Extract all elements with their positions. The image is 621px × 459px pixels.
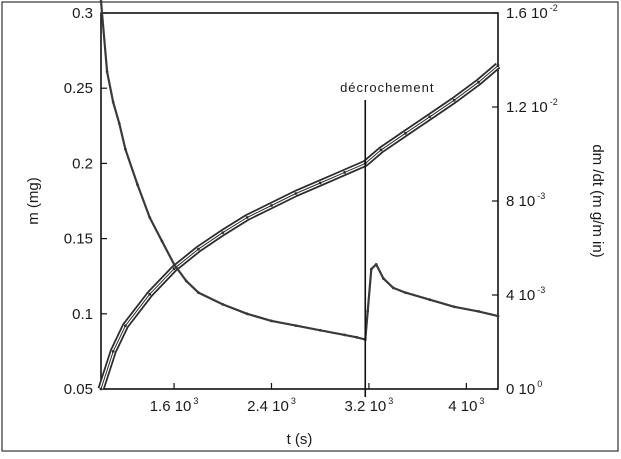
rate-point: [124, 147, 127, 151]
rate-point: [369, 267, 373, 271]
rate-point: [117, 122, 121, 125]
y2-tick-label: 4 10 -3: [506, 285, 545, 304]
rate-point: [382, 277, 385, 280]
mass-point: [111, 350, 115, 353]
rate-point: [391, 286, 395, 290]
mass-point: [477, 80, 480, 84]
decrochement-label: décrochement: [340, 80, 434, 95]
x-tick-label: 4 10 3: [448, 396, 484, 415]
rate-point: [172, 263, 176, 266]
rate-point: [366, 310, 370, 313]
mass-curve-envelope: [97, 62, 501, 391]
mass-point: [148, 292, 152, 296]
mass-point: [294, 192, 298, 195]
rate-point: [477, 310, 480, 313]
plot-area: [100, 12, 499, 390]
rate-point: [355, 335, 359, 339]
x-tick-label: 2.4 10 3: [247, 396, 296, 415]
y2-tick-label: 1.6 10 -2: [506, 3, 558, 22]
figure-border: [1, 1, 619, 452]
rate-point: [428, 298, 432, 302]
y-tick-label: 0.25: [64, 80, 93, 97]
rate-point: [270, 319, 273, 323]
mass-point: [318, 181, 322, 185]
rate-point: [496, 314, 500, 318]
mass-point: [343, 171, 346, 174]
ticks-layer: 0.05 0.1 0.15 0.2 0.25 0.3 0 10 0 4 10 -3 8 10 -3 1.…: [64, 3, 558, 415]
mass-point: [221, 231, 225, 235]
x-tick-label: 3.2 10 3: [345, 396, 394, 415]
rate-point: [343, 333, 346, 337]
y2-axis-title: dm /dt (m g/m in): [589, 144, 606, 257]
y-axis-title: m (mg): [25, 177, 42, 225]
y2-tick-label: 8 10 -3: [506, 191, 545, 210]
mass-point: [99, 387, 103, 391]
rate-point: [318, 328, 322, 332]
y-tick-label: 0.05: [64, 381, 93, 398]
rate-point: [105, 70, 109, 74]
rate-point: [148, 216, 152, 219]
rate-point: [160, 239, 164, 243]
x-axis-title: t (s): [287, 431, 313, 448]
mass-point: [270, 204, 273, 207]
rate-point: [136, 183, 139, 187]
y-tick-label: 0.3: [72, 5, 93, 22]
x-tick-label: 1.6 10 3: [150, 396, 199, 415]
mass-point: [124, 324, 127, 328]
mass-point: [172, 267, 176, 271]
mass-point: [197, 247, 200, 251]
mass-point: [452, 98, 456, 102]
series-layer: [97, 0, 501, 391]
mass-point: [496, 64, 500, 67]
mass-point: [404, 131, 407, 135]
mass-point: [379, 148, 383, 152]
y2-tick-label: 1.2 10 -2: [506, 97, 558, 116]
rate-point: [294, 324, 298, 327]
mass-point: [428, 115, 432, 119]
rate-point: [197, 291, 200, 294]
y-tick-label: 0.2: [72, 155, 93, 172]
rate-curve-line: [99, 1, 499, 341]
rate-point: [245, 312, 249, 316]
y-tick-label: 0.1: [72, 306, 93, 323]
rate-point: [452, 305, 456, 309]
rate-point: [184, 279, 188, 283]
mass-point: [245, 216, 249, 219]
rate-point: [404, 291, 407, 294]
annotation-layer: décrochement: [340, 80, 434, 397]
rate-point: [111, 100, 115, 104]
rate-point: [374, 263, 378, 266]
y-tick-label: 0.15: [64, 231, 93, 248]
y2-tick-label: 0 10 0: [506, 379, 542, 398]
rate-point: [221, 303, 225, 306]
rate-point: [99, 0, 103, 3]
